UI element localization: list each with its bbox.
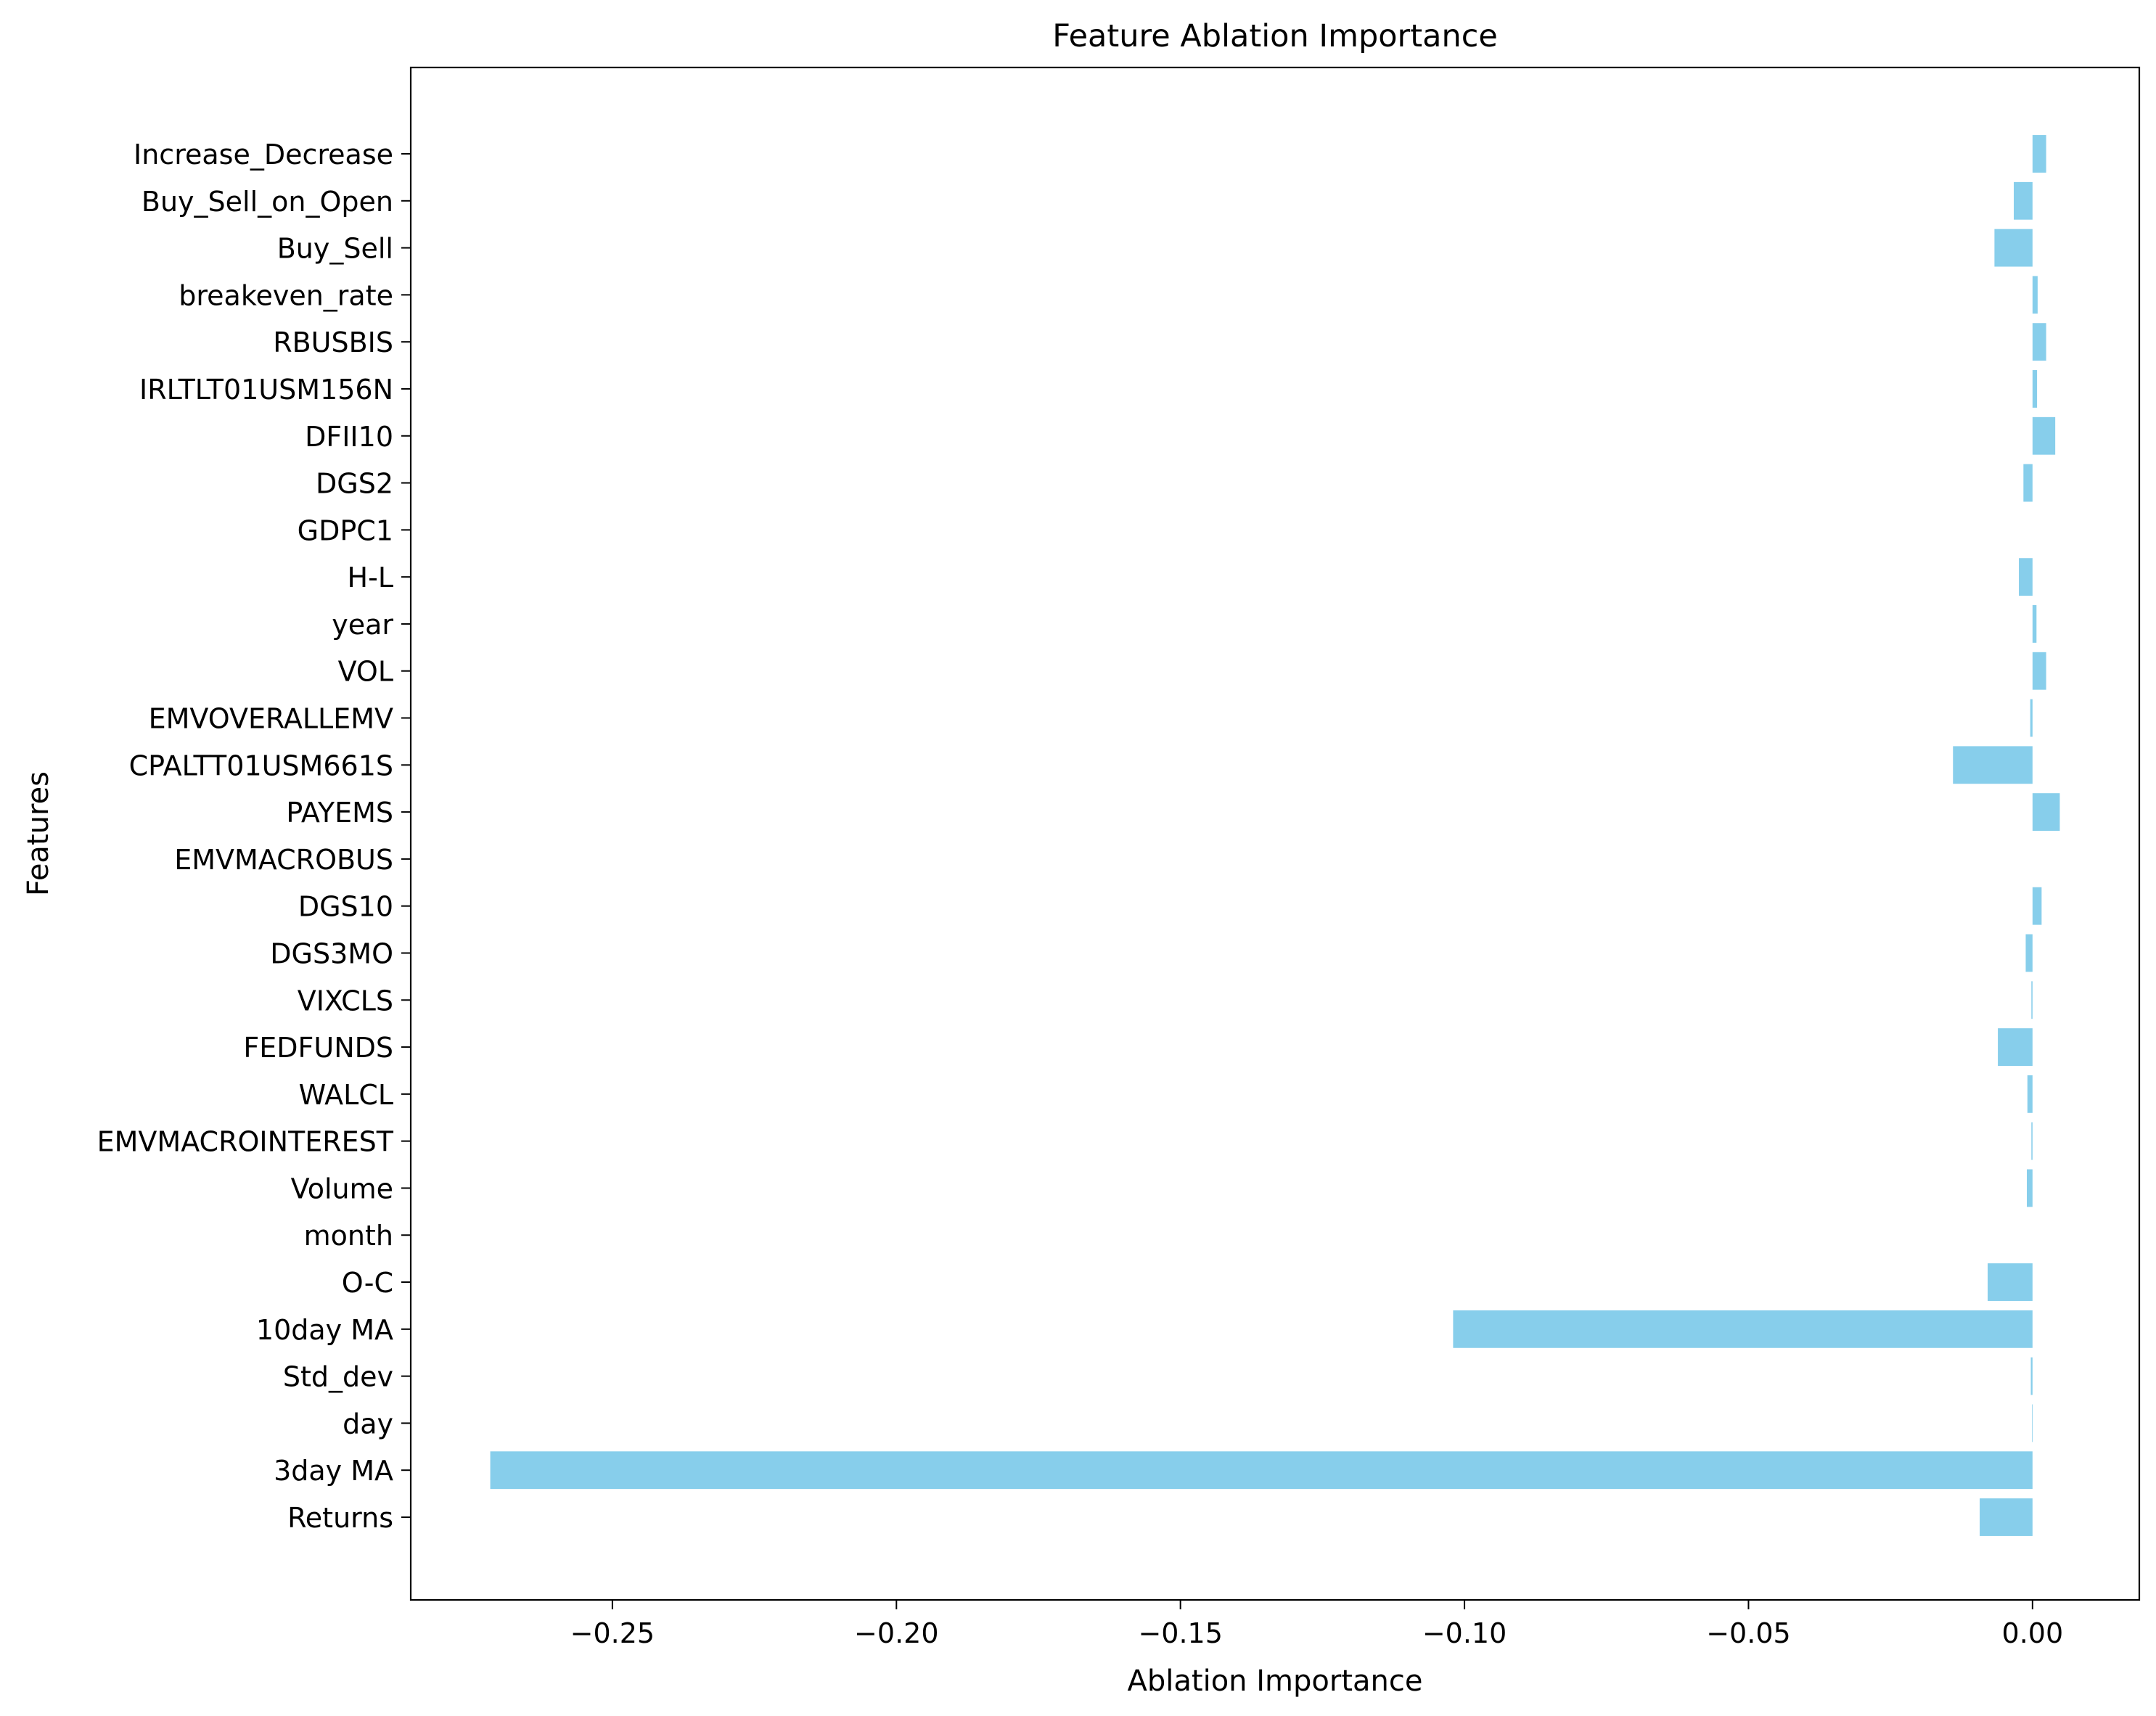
y-tick-label: breakeven_rate	[179, 279, 393, 311]
y-tick-label: Increase_Decrease	[134, 139, 393, 171]
bar-emvoverallemv	[2030, 699, 2033, 737]
x-tick-label: −0.15	[1138, 1617, 1222, 1649]
bar-fedfunds	[1998, 1028, 2033, 1066]
y-tick-label: FEDFUNDS	[243, 1032, 393, 1064]
bar-dfii10	[2032, 416, 2056, 455]
x-axis-ticks: −0.25 −0.20 −0.15 −0.10 −0.05 0.00	[570, 1600, 2063, 1649]
bar-irltlt01usm156n	[2032, 370, 2038, 408]
y-tick-label: 10day MA	[256, 1314, 393, 1346]
y-tick-label: EMVMACROINTEREST	[97, 1126, 394, 1158]
bars-group	[490, 135, 2060, 1536]
bar-o-c	[1987, 1263, 2033, 1301]
y-tick-label: day	[343, 1408, 393, 1440]
y-tick-label: H-L	[348, 562, 393, 594]
y-tick-label: IRLTLT01USM156N	[139, 374, 393, 406]
y-tick-label: month	[304, 1220, 393, 1252]
x-tick-label: −0.10	[1422, 1617, 1507, 1649]
bar-walcl	[2027, 1075, 2033, 1113]
chart-title: Feature Ablation Importance	[1052, 18, 1498, 54]
bar-dgs2	[2023, 464, 2033, 502]
bar-year	[2032, 605, 2037, 643]
bar-vixcls	[2031, 981, 2033, 1019]
y-tick-label: year	[332, 609, 393, 641]
y-tick-label: Returns	[287, 1502, 393, 1534]
y-tick-label: Volume	[291, 1173, 393, 1204]
y-tick-label: PAYEMS	[286, 797, 393, 829]
y-tick-label: DFII10	[305, 421, 393, 453]
y-tick-label: EMVMACROBUS	[174, 844, 393, 876]
bar-3day-ma	[490, 1451, 2033, 1490]
x-axis-label: Ablation Importance	[1128, 1664, 1423, 1698]
bar-cpaltt01usm661s	[1953, 746, 2033, 784]
bar-breakeven-rate	[2032, 276, 2038, 314]
y-axis-ticks: Returns 3day MA day Std_dev 10day MA O-C month…	[97, 139, 411, 1534]
x-tick-label: −0.25	[570, 1617, 655, 1649]
bar-dgs10	[2032, 887, 2042, 925]
y-tick-label: WALCL	[299, 1079, 393, 1111]
y-tick-label: VOL	[338, 656, 393, 688]
bar-volume	[2027, 1169, 2033, 1207]
bar-day	[2032, 1404, 2033, 1442]
x-tick-label: −0.20	[854, 1617, 938, 1649]
bar-rbusbis	[2032, 323, 2046, 361]
y-tick-label: CPALTT01USM661S	[129, 750, 393, 781]
y-tick-label: VIXCLS	[298, 985, 393, 1017]
bar-std-dev	[2030, 1357, 2033, 1395]
bar-dgs3mo	[2025, 934, 2033, 972]
bar-10day-ma	[1453, 1310, 2033, 1348]
y-tick-label: DGS3MO	[270, 937, 393, 969]
plot-frame	[409, 66, 2141, 1601]
y-tick-label: Buy_Sell_on_Open	[142, 186, 393, 218]
y-tick-label: EMVOVERALLEMV	[149, 703, 393, 735]
bar-returns	[1980, 1498, 2033, 1536]
x-tick-label: −0.05	[1706, 1617, 1790, 1649]
y-tick-label: 3day MA	[274, 1455, 393, 1487]
y-tick-label: DGS2	[316, 468, 393, 500]
x-tick-label: 0.00	[2002, 1617, 2064, 1649]
y-tick-label: GDPC1	[298, 514, 393, 546]
bar-h-l	[2019, 558, 2033, 596]
y-tick-label: Buy_Sell	[277, 233, 393, 265]
bar-emvmacrointerest	[2031, 1122, 2033, 1160]
y-tick-label: RBUSBIS	[273, 327, 393, 358]
bar-buy-sell-on-open	[2014, 181, 2033, 220]
bar-buy-sell	[1994, 229, 2033, 267]
bar-payems	[2032, 793, 2060, 832]
y-tick-label: DGS10	[298, 891, 393, 923]
y-tick-label: O-C	[342, 1267, 393, 1299]
y-tick-label: Std_dev	[283, 1361, 393, 1393]
bar-increase-decrease	[2032, 135, 2046, 173]
bar-vol	[2032, 652, 2046, 690]
y-axis-label: Features	[22, 771, 55, 896]
